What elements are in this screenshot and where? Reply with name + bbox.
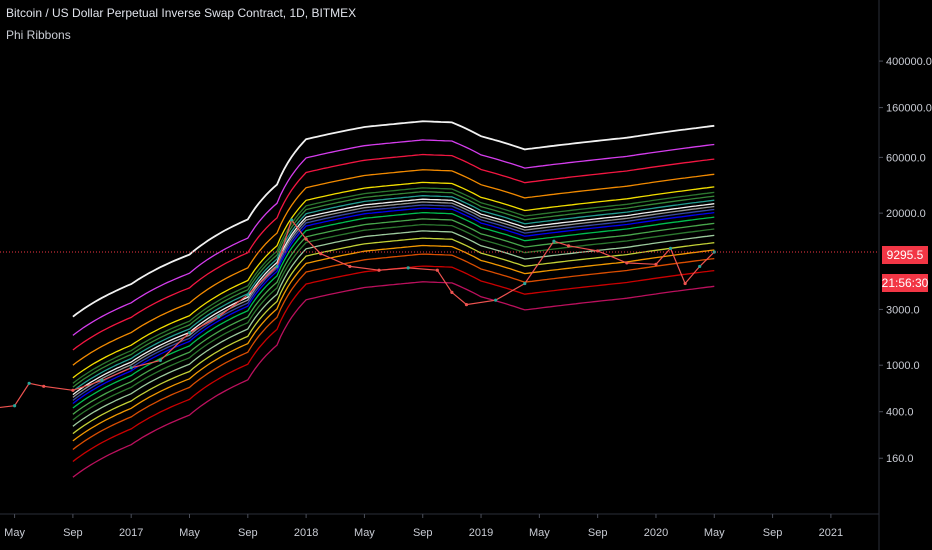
ribbon-line-6 [72, 187, 715, 384]
x-tick-label: May [179, 527, 200, 539]
price-point [683, 281, 687, 286]
y-tick-label: 20000.0 [886, 208, 926, 220]
ribbon-line-7 [72, 190, 715, 388]
x-tick-label: 2017 [119, 527, 143, 539]
indicator-label[interactable]: Phi Ribbons [6, 28, 71, 42]
price-point [158, 358, 162, 362]
price-point [494, 298, 498, 302]
price-badge: 9295.5 21:56:30 [882, 246, 929, 292]
price-point [217, 315, 221, 319]
price-point [275, 264, 279, 269]
ribbon-line-3 [72, 153, 715, 351]
price-point [12, 404, 17, 408]
price-point [552, 239, 556, 243]
price-point [289, 218, 294, 222]
x-tick-label: 2019 [469, 527, 493, 539]
price-point [566, 244, 571, 248]
x-tick-label: 2020 [644, 527, 668, 539]
ribbon-line-9 [72, 198, 715, 396]
ribbon-line-15 [72, 223, 715, 421]
price-point [654, 262, 658, 266]
time-axis[interactable]: May Sep 2017 May Sep 2018 May Sep 2019 May Sep 2020… [4, 514, 843, 539]
price-point [450, 290, 454, 294]
price-point [129, 366, 133, 370]
countdown-badge-value: 21:56:30 [882, 276, 929, 290]
ribbon-line-19 [72, 253, 715, 451]
price-point [319, 252, 323, 256]
y-tick-label: 400.0 [886, 407, 914, 419]
x-tick-label: 2018 [294, 527, 318, 539]
price-point [348, 264, 352, 269]
price-axis[interactable]: 400000.0 160000.0 60000.0 20000.0 3000.0 1000… [879, 56, 932, 465]
y-tick-label: 3000.0 [886, 304, 920, 316]
ribbon-line-17 [72, 237, 715, 435]
price-point [596, 249, 600, 253]
price-series-line [0, 218, 715, 409]
price-point [698, 264, 702, 269]
x-tick-label: Sep [413, 527, 433, 539]
x-tick-label: Sep [63, 527, 83, 539]
ribbon-line-21 [72, 281, 715, 478]
price-point [71, 388, 75, 392]
y-tick-label: 60000.0 [886, 152, 926, 164]
price-point [42, 384, 46, 388]
y-tick-label: 160.0 [886, 453, 914, 465]
ribbon-group [72, 120, 715, 478]
ribbon-line-10 [72, 201, 715, 398]
ribbon-line-13 [72, 211, 715, 409]
ribbon-line-4 [72, 169, 715, 366]
x-tick-label: Sep [588, 527, 608, 539]
price-point [406, 266, 410, 270]
x-tick-label: May [529, 527, 550, 539]
chart-title: Bitcoin / US Dollar Perpetual Inverse Sw… [6, 6, 357, 20]
y-tick-label: 1000.0 [886, 360, 920, 372]
price-point [625, 261, 629, 265]
ribbon-line-18 [72, 244, 715, 442]
price-point [187, 331, 192, 335]
x-tick-label: Sep [238, 527, 258, 539]
x-tick-label: May [4, 527, 25, 539]
price-point [246, 293, 250, 297]
price-point [435, 268, 439, 272]
x-tick-label: May [704, 527, 725, 539]
ribbon-line-8 [72, 195, 715, 392]
countdown-badge-bg [882, 274, 928, 292]
y-tick-label: 400000.0 [886, 56, 932, 68]
price-point [523, 281, 527, 286]
price-point [304, 237, 308, 241]
ribbon-line-1 [72, 120, 715, 318]
price-point [100, 378, 104, 383]
price-point [464, 302, 469, 307]
ribbon-line-20 [72, 265, 715, 463]
ribbon-line-5 [72, 181, 715, 379]
y-tick-label: 160000.0 [886, 103, 932, 115]
ribbon-line-12 [72, 207, 715, 405]
x-tick-label: May [354, 527, 375, 539]
ribbon-line-16 [72, 230, 715, 427]
price-point [27, 381, 31, 385]
price-badge-bg [882, 246, 928, 264]
price-point [377, 268, 381, 272]
price-point [668, 246, 673, 250]
ribbon-line-14 [72, 218, 715, 415]
price-group [0, 218, 716, 409]
x-tick-label: 2021 [819, 527, 843, 539]
x-tick-label: Sep [763, 527, 783, 539]
ribbon-line-2 [72, 139, 715, 336]
price-badge-value: 9295.5 [887, 248, 924, 262]
